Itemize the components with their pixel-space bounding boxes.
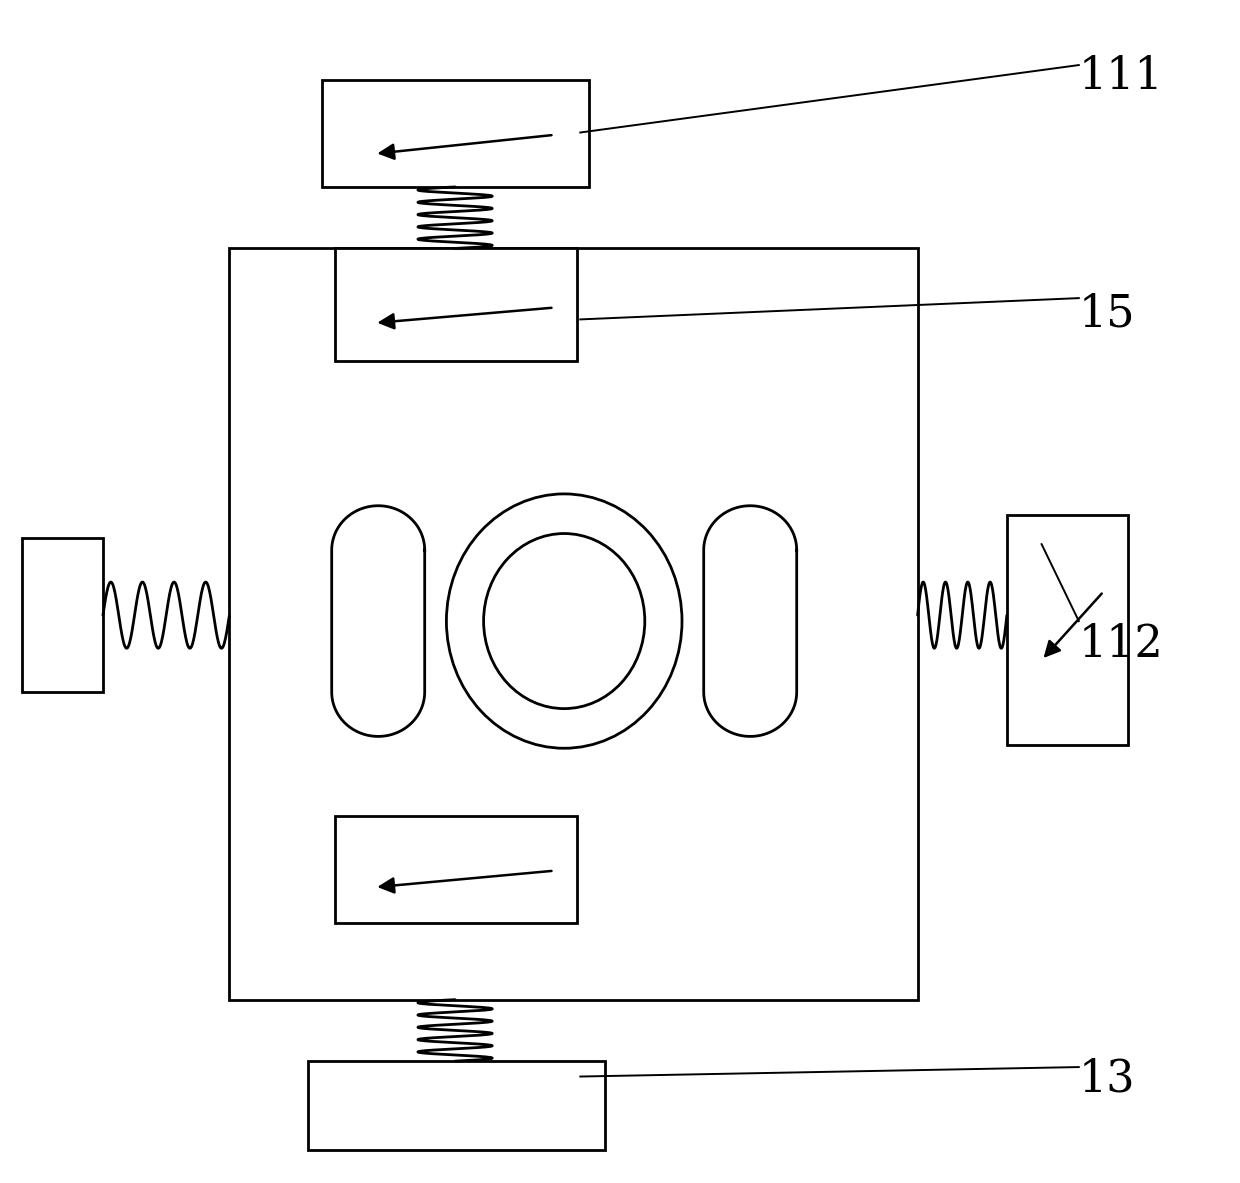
Text: 112: 112 [1079, 623, 1163, 666]
Ellipse shape [446, 494, 682, 749]
Text: 15: 15 [1079, 292, 1136, 335]
Bar [308, 1061, 605, 1150]
Bar [335, 816, 577, 923]
Bar [22, 538, 103, 692]
Text: 111: 111 [1079, 56, 1163, 98]
Bar [1007, 515, 1128, 745]
Bar [335, 248, 577, 361]
Bar [322, 80, 589, 187]
Text: 13: 13 [1079, 1058, 1136, 1100]
Ellipse shape [484, 534, 645, 709]
Bar [229, 248, 918, 1000]
